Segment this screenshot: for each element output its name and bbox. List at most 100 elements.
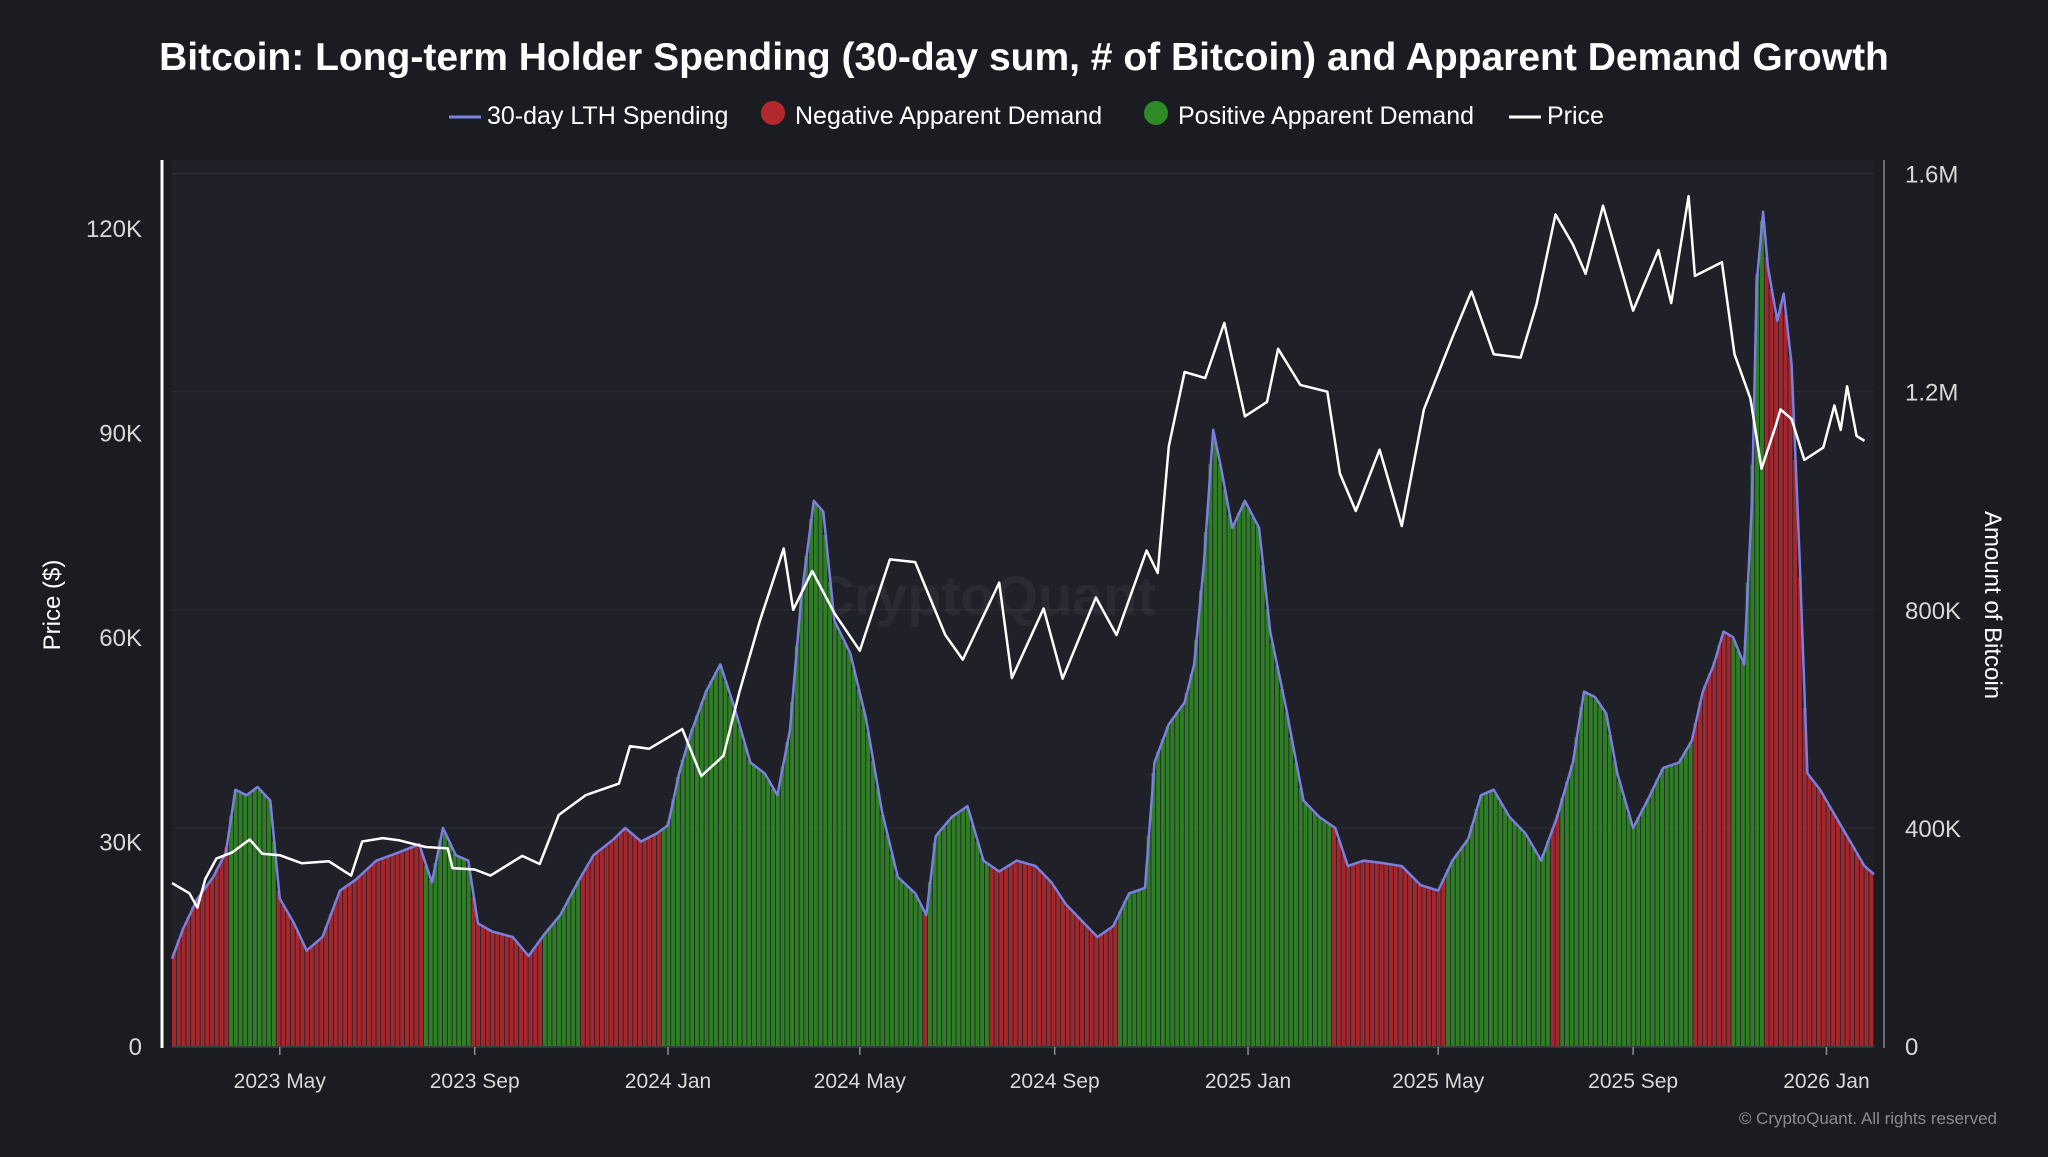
demand-bar xyxy=(1208,463,1213,1047)
demand-bar xyxy=(656,831,661,1046)
demand-bar xyxy=(1289,737,1294,1046)
demand-bar xyxy=(609,840,614,1046)
demand-bar xyxy=(1455,852,1460,1046)
demand-bar xyxy=(809,519,814,1046)
demand-bar xyxy=(1265,609,1270,1046)
demand-bar xyxy=(1094,936,1099,1046)
demand-bar xyxy=(224,847,229,1046)
demand-bar xyxy=(989,866,994,1046)
demand-bar xyxy=(229,815,233,1046)
demand-bar xyxy=(495,932,500,1046)
left-tick-label: 120K xyxy=(86,216,142,243)
demand-bar xyxy=(1778,303,1783,1046)
demand-bar xyxy=(671,799,676,1046)
demand-bar xyxy=(1569,765,1574,1046)
demand-bar xyxy=(1217,464,1222,1046)
demand-bar xyxy=(1583,692,1588,1046)
demand-bar xyxy=(1831,812,1836,1046)
legend: 30-day LTH Spending Negative Apparent De… xyxy=(449,101,1604,130)
x-tick-label: 2026 Jan xyxy=(1783,1070,1869,1093)
demand-bar xyxy=(1431,889,1436,1046)
demand-bar xyxy=(186,917,191,1046)
demand-bar xyxy=(1545,840,1550,1046)
demand-bar xyxy=(1688,742,1693,1046)
demand-bar xyxy=(210,878,214,1046)
demand-bar xyxy=(371,862,376,1046)
demand-bar xyxy=(1693,723,1698,1046)
demand-bar xyxy=(1731,639,1736,1046)
right-tick-label: 1.2M xyxy=(1905,380,1958,407)
demand-bar xyxy=(1255,526,1260,1046)
right-tick-label: 0 xyxy=(1905,1034,1918,1061)
x-tick-label: 2024 Jan xyxy=(625,1070,711,1093)
demand-bar xyxy=(970,825,975,1046)
right-tick-label: 400K xyxy=(1905,816,1961,843)
demand-bar xyxy=(343,886,348,1046)
demand-bar xyxy=(1274,665,1279,1046)
demand-bar xyxy=(1346,865,1351,1046)
demand-bar xyxy=(428,880,433,1046)
demand-bar xyxy=(880,814,885,1046)
demand-bar xyxy=(1484,792,1489,1046)
demand-bar xyxy=(642,839,647,1046)
demand-bar xyxy=(1793,459,1798,1046)
demand-bar xyxy=(647,837,652,1046)
demand-bar xyxy=(1384,863,1389,1046)
demand-bar xyxy=(728,695,733,1046)
demand-bar xyxy=(1284,712,1289,1046)
demand-bar xyxy=(885,834,890,1046)
demand-bar xyxy=(271,841,276,1046)
demand-bar xyxy=(1222,489,1227,1047)
demand-bar xyxy=(248,792,253,1046)
demand-bar xyxy=(1122,901,1127,1046)
demand-bar xyxy=(286,913,291,1046)
demand-bar xyxy=(1493,793,1498,1046)
demand-bar xyxy=(1550,827,1555,1046)
demand-bar xyxy=(766,780,771,1046)
demand-bar xyxy=(385,856,390,1046)
demand-bar xyxy=(1151,772,1156,1046)
demand-bar xyxy=(1802,707,1807,1046)
demand-bar xyxy=(932,842,937,1046)
demand-bar xyxy=(557,916,562,1046)
demand-bar xyxy=(1854,853,1859,1046)
demand-bar xyxy=(1403,870,1408,1046)
demand-bar xyxy=(975,841,980,1046)
demand-bar xyxy=(984,863,989,1046)
demand-bar xyxy=(476,923,481,1046)
demand-bar xyxy=(837,632,842,1046)
demand-bar xyxy=(1003,867,1008,1046)
demand-bar xyxy=(1298,788,1303,1046)
demand-bar xyxy=(352,880,357,1046)
demand-bar xyxy=(1560,797,1565,1046)
demand-bar xyxy=(252,788,257,1046)
demand-bar xyxy=(1108,927,1113,1046)
demand-bar xyxy=(1146,835,1151,1046)
demand-bar xyxy=(1617,781,1622,1046)
demand-bar xyxy=(219,860,224,1046)
demand-bar xyxy=(1023,863,1027,1046)
demand-bar xyxy=(1774,316,1779,1046)
demand-bar xyxy=(1279,688,1284,1046)
demand-bar xyxy=(195,897,200,1046)
demand-bar xyxy=(1488,790,1493,1046)
demand-bar xyxy=(1669,764,1674,1046)
legend-price-label: Price xyxy=(1547,102,1604,130)
demand-bar xyxy=(666,821,671,1046)
demand-bar xyxy=(599,848,604,1046)
demand-bar xyxy=(328,913,333,1046)
demand-bar xyxy=(1479,794,1484,1046)
copyright-footer: © CryptoQuant. All rights reserved xyxy=(1739,1109,1997,1128)
right-axis-label: Amount of Bitcoin xyxy=(1979,511,2006,699)
demand-bar xyxy=(1541,854,1546,1046)
demand-bar xyxy=(1118,911,1123,1046)
demand-bar xyxy=(690,728,695,1046)
demand-bar xyxy=(433,862,438,1046)
demand-bar xyxy=(409,847,414,1046)
demand-bar xyxy=(704,690,709,1046)
demand-bar xyxy=(504,935,509,1046)
demand-bar xyxy=(1089,931,1094,1046)
demand-bar xyxy=(942,825,947,1046)
demand-bar xyxy=(1446,868,1451,1046)
